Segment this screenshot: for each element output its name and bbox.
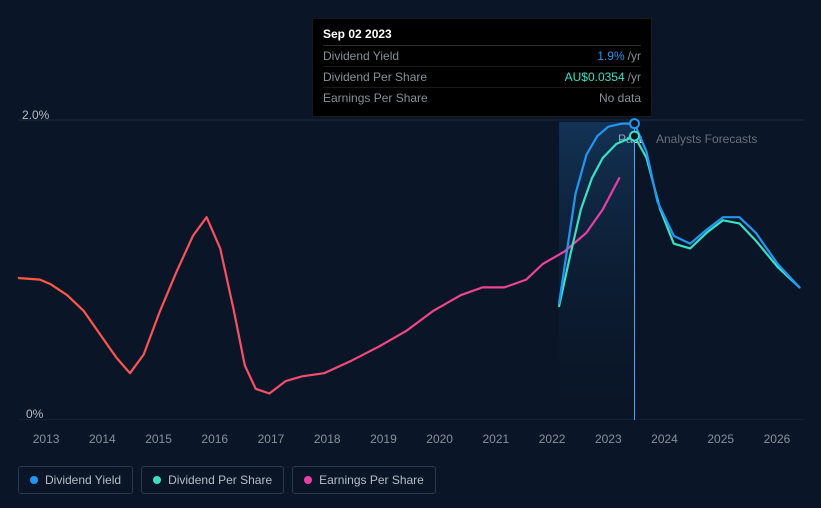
tooltip-row-label: Dividend Yield	[323, 49, 399, 63]
hover-dot	[630, 119, 639, 128]
x-axis-year: 2025	[693, 432, 749, 446]
tooltip-row-label: Earnings Per Share	[323, 91, 428, 105]
chart-plot[interactable]	[18, 108, 805, 420]
x-axis-year: 2013	[18, 432, 74, 446]
tooltip-row-value: 1.9%/yr	[597, 49, 641, 63]
legend-label: Dividend Yield	[45, 473, 121, 487]
x-axis-year: 2018	[299, 432, 355, 446]
tooltip-row: Earnings Per Share No data	[323, 88, 641, 108]
tooltip-date: Sep 02 2023	[323, 25, 641, 46]
hover-dot	[630, 132, 639, 141]
chart-container: Sep 02 2023 Dividend Yield1.9%/yrDividen…	[0, 0, 821, 508]
x-axis-year: 2024	[636, 432, 692, 446]
x-axis-year: 2017	[243, 432, 299, 446]
legend-dot	[30, 476, 38, 484]
legend-dot	[304, 476, 312, 484]
legend-label: Earnings Per Share	[319, 473, 424, 487]
legend-item[interactable]: Dividend Per Share	[141, 466, 284, 494]
x-axis-year: 2022	[524, 432, 580, 446]
tooltip-row-value: No data	[599, 91, 641, 105]
legend-item[interactable]: Dividend Yield	[18, 466, 133, 494]
x-axis-labels: 2013201420152016201720182019202020212022…	[18, 432, 805, 446]
series-earnings-per-share	[18, 178, 619, 393]
legend-dot	[153, 476, 161, 484]
tooltip-row-value: AU$0.0354/yr	[565, 70, 641, 84]
legend-label: Dividend Per Share	[168, 473, 272, 487]
legend: Dividend Yield Dividend Per Share Earnings…	[18, 466, 436, 494]
x-axis-year: 2015	[130, 432, 186, 446]
hover-tooltip: Sep 02 2023 Dividend Yield1.9%/yrDividen…	[312, 18, 652, 117]
legend-item[interactable]: Earnings Per Share	[292, 466, 436, 494]
x-axis-year: 2016	[187, 432, 243, 446]
tooltip-row: Dividend Per Share AU$0.0354/yr	[323, 67, 641, 88]
tooltip-row-label: Dividend Per Share	[323, 70, 427, 84]
tooltip-row: Dividend Yield 1.9%/yr	[323, 46, 641, 67]
x-axis-year: 2021	[468, 432, 524, 446]
x-axis-year: 2014	[74, 432, 130, 446]
x-axis-year: 2020	[412, 432, 468, 446]
x-axis-year: 2026	[749, 432, 805, 446]
x-axis-year: 2019	[355, 432, 411, 446]
x-axis-year: 2023	[580, 432, 636, 446]
